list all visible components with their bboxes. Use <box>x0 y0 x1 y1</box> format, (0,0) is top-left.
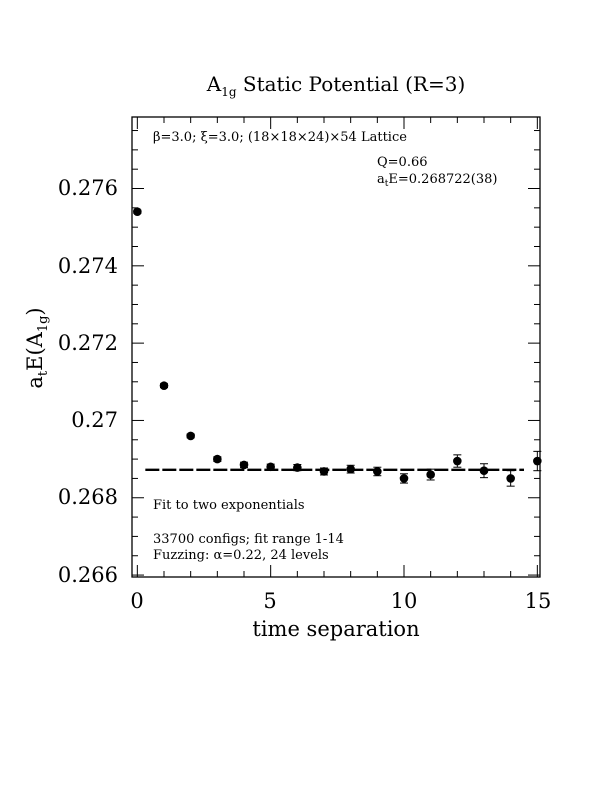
point-marker <box>373 467 382 476</box>
point-marker <box>213 454 222 464</box>
point-marker <box>533 456 542 466</box>
plot-frame <box>131 116 541 578</box>
y-tick-label: 0.272 <box>58 331 118 355</box>
y-label-a: a <box>23 376 47 389</box>
fuzzing-annotation: Fuzzing: α=0.22, 24 levels <box>153 548 329 563</box>
point-marker <box>133 207 142 217</box>
data-point <box>266 462 275 472</box>
data-point <box>186 431 195 441</box>
point-marker <box>239 460 249 470</box>
point-marker <box>399 474 409 483</box>
y-tick-label: 0.27 <box>71 408 118 432</box>
point-marker <box>293 463 302 472</box>
data-point <box>239 460 249 470</box>
lattice-annotation: β=3.0; ξ=3.0; (18×18×24)×54 Lattice <box>153 130 407 145</box>
point-marker <box>319 467 329 476</box>
data-point <box>426 468 435 481</box>
y-label-mid: E(A <box>23 331 47 371</box>
data-point <box>453 454 462 468</box>
data-point <box>293 463 302 472</box>
chart-title: A1g Static Potential (R=3) <box>206 72 466 99</box>
major-ticks <box>132 117 540 577</box>
data-point <box>533 450 542 472</box>
title-subscript: 1g <box>221 85 237 99</box>
title-main: A <box>206 72 222 96</box>
fit-annotation: Fit to two exponentials <box>153 498 305 513</box>
configs-annotation: 33700 configs; fit range 1-14 <box>153 532 344 547</box>
point-marker <box>426 470 435 479</box>
x-tick-label: 15 <box>525 589 552 613</box>
y-tick-labels: 0.276 0.274 0.272 0.27 0.268 0.266 <box>58 176 118 587</box>
energy-prefix: a <box>377 172 385 187</box>
q-annotation: Q=0.66 <box>377 155 428 170</box>
point-marker <box>453 456 462 466</box>
data-point <box>346 464 355 474</box>
energy-annotation: atE=0.268722(38) <box>377 172 498 189</box>
y-axis-label: atE(A1g) <box>23 307 51 388</box>
data-point <box>159 381 169 390</box>
title-rest: Static Potential (R=3) <box>237 72 466 96</box>
point-marker <box>479 466 489 475</box>
energy-subscript: t <box>385 179 389 189</box>
point-marker <box>346 464 355 474</box>
data-point <box>399 473 409 484</box>
data-point <box>319 467 329 476</box>
x-tick-labels: 0 5 10 15 <box>130 589 551 613</box>
x-tick-label: 10 <box>391 589 418 613</box>
data-point <box>213 454 222 464</box>
y-tick-label: 0.266 <box>58 563 118 587</box>
energy-rest: E=0.268722(38) <box>388 172 497 187</box>
y-tick-label: 0.276 <box>58 176 118 200</box>
minor-ticks <box>132 117 540 577</box>
point-marker <box>186 431 195 441</box>
y-tick-label: 0.268 <box>58 485 118 509</box>
data-point <box>133 207 142 217</box>
x-tick-label: 0 <box>130 589 143 613</box>
y-label-end: ) <box>23 307 47 315</box>
y-label-sub-1g: 1g <box>36 316 51 333</box>
data-point <box>373 466 382 477</box>
y-tick-label: 0.274 <box>58 254 118 278</box>
point-marker <box>159 381 169 390</box>
data-point <box>506 470 515 487</box>
x-axis-label: time separation <box>252 617 419 641</box>
point-marker <box>266 462 275 472</box>
data-points <box>133 207 542 487</box>
point-marker <box>506 474 515 483</box>
y-label-sub-t: t <box>36 370 51 376</box>
x-tick-label: 5 <box>263 589 276 613</box>
data-point <box>479 463 489 479</box>
